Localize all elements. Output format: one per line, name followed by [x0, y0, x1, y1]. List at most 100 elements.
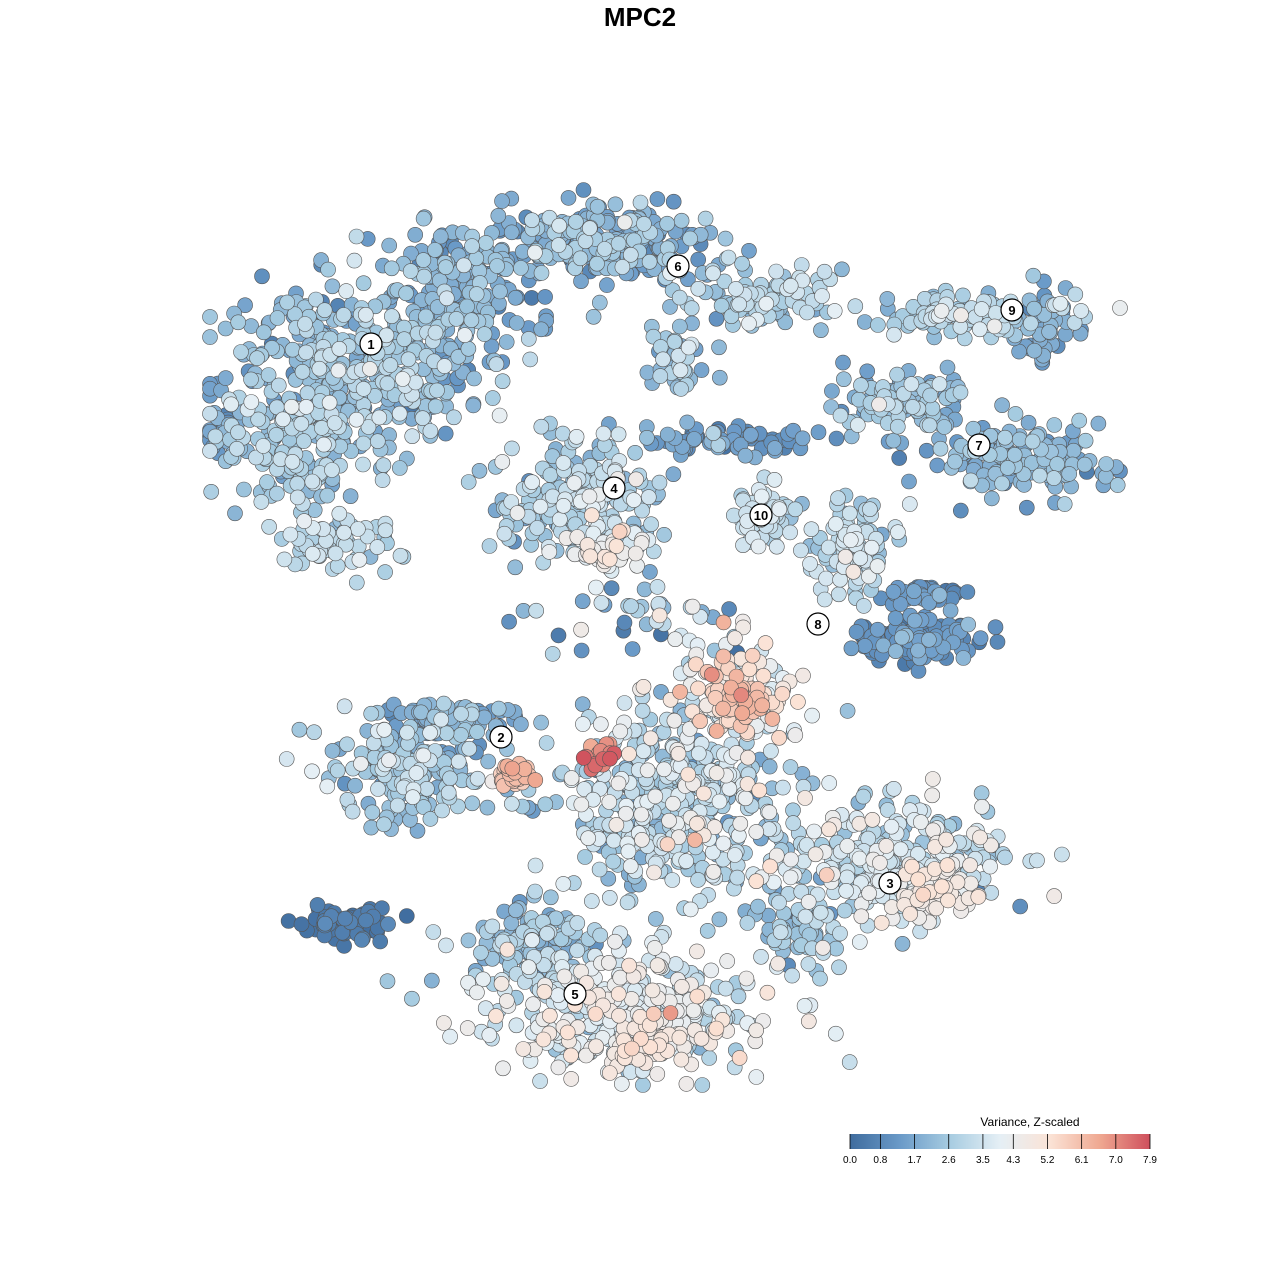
cell-point: [642, 564, 658, 580]
cell-point: [536, 983, 553, 1000]
cell-point: [987, 619, 1004, 636]
cell-point: [585, 308, 602, 325]
cell-point: [371, 409, 388, 426]
cell-point: [202, 443, 218, 459]
cell-point: [800, 894, 817, 910]
cell-point: [974, 798, 990, 815]
cell-point: [797, 908, 814, 925]
cell-point: [456, 257, 472, 274]
cell-point: [379, 375, 396, 392]
cell-point: [440, 784, 457, 801]
cell-point: [627, 545, 644, 562]
cluster-label-text: 3: [886, 876, 893, 891]
cell-point: [465, 397, 482, 414]
cell-point: [960, 616, 977, 633]
cell-point: [800, 1013, 817, 1030]
cell-point: [319, 778, 336, 795]
cluster-label-text: 2: [497, 730, 504, 745]
cell-point: [733, 687, 750, 703]
cell-point: [652, 368, 669, 384]
cell-point: [503, 795, 520, 812]
cell-point: [283, 398, 300, 415]
cell-point: [329, 762, 346, 779]
cell-point: [693, 362, 710, 378]
cell-point: [673, 1051, 690, 1068]
cell-point: [1025, 267, 1042, 284]
cell-point: [921, 595, 937, 611]
cell-point: [924, 400, 941, 417]
cell-point: [560, 190, 577, 206]
cell-point: [496, 525, 513, 542]
cell-point: [563, 770, 580, 786]
cell-point: [633, 806, 650, 823]
cell-point: [1006, 446, 1023, 463]
cell-point: [415, 747, 432, 764]
cell-point: [425, 924, 442, 940]
cell-point: [556, 968, 573, 985]
cell-point: [728, 281, 744, 297]
cell-point: [959, 584, 976, 600]
cell-point: [701, 1050, 718, 1066]
cell-point: [830, 490, 846, 507]
cell-point: [353, 755, 369, 772]
cell-point: [321, 394, 338, 411]
cell-point: [931, 376, 948, 392]
cell-point: [293, 415, 310, 432]
cell-point: [574, 696, 591, 713]
cell-point: [812, 970, 828, 987]
cell-point: [415, 210, 432, 227]
cell-point: [409, 822, 426, 839]
cell-point: [601, 889, 618, 906]
cell-point: [217, 370, 234, 386]
cell-point: [284, 453, 301, 470]
cell-point: [577, 233, 594, 249]
cell-point: [729, 869, 746, 886]
cell-point: [636, 216, 652, 232]
cell-point: [891, 450, 908, 466]
cell-point: [873, 915, 890, 931]
cell-point: [727, 630, 743, 647]
cell-point: [678, 1076, 695, 1092]
cell-point: [460, 474, 477, 490]
cell-point: [711, 911, 728, 928]
cell-point: [799, 304, 815, 321]
cell-point: [592, 716, 609, 733]
cell-point: [1020, 414, 1037, 431]
cell-point: [381, 752, 397, 769]
cell-point: [983, 490, 1000, 507]
cell-point: [539, 925, 555, 942]
cell-point: [404, 789, 421, 806]
cell-point: [751, 782, 768, 799]
cell-point: [527, 883, 543, 900]
cell-point: [1054, 846, 1070, 863]
cell-point: [592, 927, 609, 944]
cell-point: [583, 507, 600, 524]
cluster-label-10: 10: [749, 503, 773, 527]
cell-point: [887, 610, 904, 627]
cell-point: [453, 727, 469, 743]
cell-point: [821, 821, 837, 838]
cell-point: [855, 598, 872, 614]
cell-point: [1026, 342, 1043, 359]
cell-point: [715, 614, 732, 631]
cell-point: [793, 257, 810, 273]
cell-point: [892, 596, 909, 612]
cell-point: [298, 344, 314, 361]
cell-point: [646, 864, 662, 881]
cell-point: [939, 857, 956, 874]
cell-point: [400, 351, 417, 368]
cell-point: [680, 766, 697, 783]
cell-point: [559, 1024, 576, 1041]
cell-point: [291, 721, 308, 738]
cell-point: [589, 255, 605, 272]
cell-point: [692, 713, 708, 730]
cell-point: [573, 642, 590, 659]
cell-point: [711, 793, 728, 810]
cell-point: [939, 359, 956, 376]
cell-point: [438, 725, 455, 742]
cell-point: [649, 191, 666, 207]
cell-point: [532, 498, 549, 515]
cell-point: [293, 916, 310, 933]
cell-point: [351, 551, 368, 568]
cell-point: [490, 700, 507, 717]
